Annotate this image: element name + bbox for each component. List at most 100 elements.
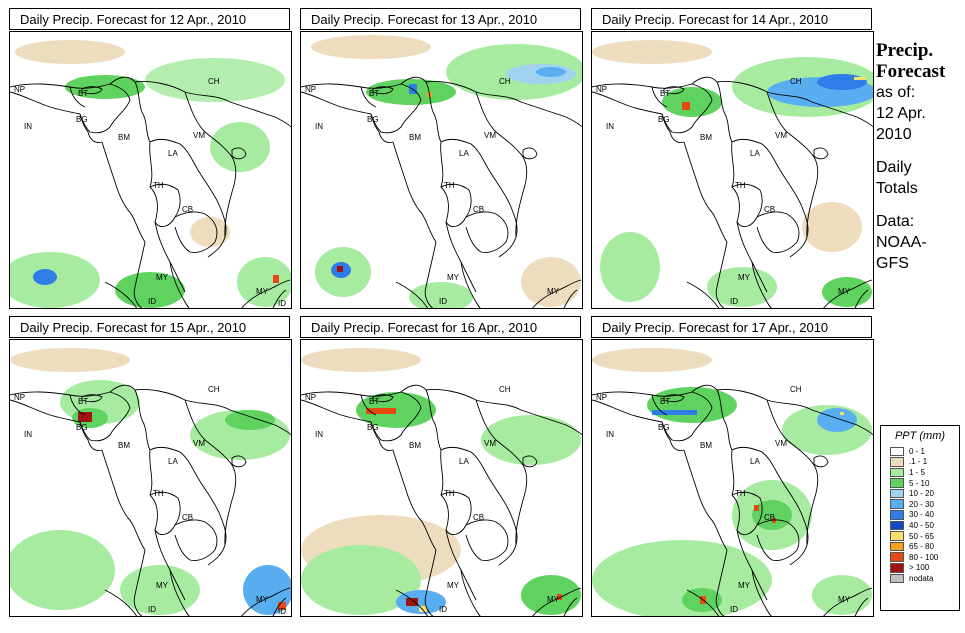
label-cb: CB bbox=[764, 205, 775, 214]
legend-swatch bbox=[890, 446, 904, 457]
label-vm: VM bbox=[775, 131, 787, 140]
label-cb: CB bbox=[182, 513, 193, 522]
panel-title: Daily Precip. Forecast for 15 Apr., 2010 bbox=[9, 316, 290, 338]
label-id: ID bbox=[439, 605, 447, 614]
label-bm: BM bbox=[118, 133, 130, 142]
label-np: NP bbox=[14, 85, 25, 94]
label-my-2: MY bbox=[256, 595, 269, 604]
label-la: LA bbox=[750, 149, 760, 158]
label-th: TH bbox=[735, 489, 746, 498]
label-vm: VM bbox=[193, 439, 205, 448]
label-vm: VM bbox=[775, 439, 787, 448]
legend-item: nodata bbox=[890, 573, 959, 584]
forecast-panel-17-apr: Daily Precip. Forecast for 17 Apr., 2010… bbox=[591, 316, 874, 617]
label-id-2: ID bbox=[278, 607, 286, 616]
legend-item: > 100 bbox=[890, 563, 959, 574]
panel-title: Daily Precip. Forecast for 13 Apr., 2010 bbox=[300, 8, 581, 30]
legend-label: 50 - 65 bbox=[909, 531, 934, 541]
precip-map: NP BT BG IN BM CH VM LA TH CB MY ID MY I… bbox=[9, 31, 292, 309]
label-bt: BT bbox=[78, 397, 88, 406]
precip-map: NP BT BG IN BM CH VM LA TH CB MY ID MY bbox=[300, 339, 583, 617]
legend-item: 40 - 50 bbox=[890, 520, 959, 531]
label-cb: CB bbox=[473, 513, 484, 522]
label-np: NP bbox=[305, 85, 316, 94]
legend-label: 1 - 5 bbox=[909, 467, 926, 477]
forecast-panel-16-apr: Daily Precip. Forecast for 16 Apr., 2010… bbox=[300, 316, 583, 617]
label-bg: BG bbox=[367, 115, 379, 124]
legend-item: 1 - 5 bbox=[890, 467, 959, 478]
label-ch: CH bbox=[790, 77, 802, 86]
label-cb: CB bbox=[182, 205, 193, 214]
label-th: TH bbox=[444, 489, 455, 498]
precip-map: NP BT BG IN BM CH VM LA TH CB MY ID MY bbox=[591, 339, 874, 617]
title-line-2: Forecast bbox=[876, 61, 946, 82]
panel-title: Daily Precip. Forecast for 14 Apr., 2010 bbox=[591, 8, 872, 30]
legend-label: 10 - 20 bbox=[909, 489, 934, 499]
legend-label: 40 - 50 bbox=[909, 520, 934, 530]
label-id: ID bbox=[730, 605, 738, 614]
data-label: Data: bbox=[876, 213, 915, 230]
legend-item: 65 - 80 bbox=[890, 541, 959, 552]
label-np: NP bbox=[14, 393, 25, 402]
legend-label: 20 - 30 bbox=[909, 499, 934, 509]
totals-label: Totals bbox=[876, 180, 918, 197]
forecast-panel-13-apr: Daily Precip. Forecast for 13 Apr., 2010… bbox=[300, 8, 583, 309]
label-la: LA bbox=[459, 457, 469, 466]
label-cb: CB bbox=[764, 513, 775, 522]
legend-label: 5 - 10 bbox=[909, 478, 930, 488]
label-in: IN bbox=[606, 122, 614, 131]
legend-label: > 100 bbox=[909, 563, 930, 573]
label-th: TH bbox=[153, 489, 164, 498]
label-id-2: ID bbox=[278, 299, 286, 308]
label-bm: BM bbox=[700, 441, 712, 450]
panel-title: Daily Precip. Forecast for 12 Apr., 2010 bbox=[9, 8, 290, 30]
label-la: LA bbox=[459, 149, 469, 158]
legend-label: 0 - 1 bbox=[909, 446, 926, 456]
forecast-panel-15-apr: Daily Precip. Forecast for 15 Apr., 2010… bbox=[9, 316, 292, 617]
legend-swatch bbox=[890, 467, 904, 478]
data-source-1: NOAA- bbox=[876, 234, 927, 251]
label-cb: CB bbox=[473, 205, 484, 214]
label-my: MY bbox=[447, 273, 460, 282]
label-bg: BG bbox=[76, 115, 88, 124]
asof-date: 12 Apr. bbox=[876, 105, 926, 122]
label-np: NP bbox=[305, 393, 316, 402]
precip-map: NP BT BG IN BM CH VM LA TH CB MY ID MY I… bbox=[9, 339, 292, 617]
label-vm: VM bbox=[484, 131, 496, 140]
label-np: NP bbox=[596, 85, 607, 94]
legend-label: .1 - 1 bbox=[909, 457, 928, 467]
label-in: IN bbox=[24, 430, 32, 439]
label-la: LA bbox=[168, 457, 178, 466]
legend-swatch bbox=[890, 510, 904, 520]
label-th: TH bbox=[153, 181, 164, 190]
daily-label: Daily bbox=[876, 159, 912, 176]
label-my-2: MY bbox=[547, 595, 560, 604]
label-id: ID bbox=[148, 605, 156, 614]
label-bt: BT bbox=[660, 397, 670, 406]
panel-title: Daily Precip. Forecast for 16 Apr., 2010 bbox=[300, 316, 581, 338]
legend-swatch bbox=[890, 457, 904, 467]
label-my-2: MY bbox=[838, 595, 851, 604]
legend-item: 50 - 65 bbox=[890, 531, 959, 542]
legend-swatch bbox=[890, 531, 904, 541]
label-my-2: MY bbox=[838, 287, 851, 296]
legend-swatch bbox=[890, 541, 904, 552]
precip-map: NP BT BG IN BM CH VM LA TH CB MY ID MY bbox=[591, 31, 874, 309]
label-np: NP bbox=[596, 393, 607, 402]
label-bg: BG bbox=[367, 423, 379, 432]
legend-label: nodata bbox=[909, 573, 934, 583]
label-my: MY bbox=[447, 581, 460, 590]
label-bt: BT bbox=[369, 397, 379, 406]
label-bg: BG bbox=[76, 423, 88, 432]
label-bt: BT bbox=[660, 89, 670, 98]
label-id: ID bbox=[148, 297, 156, 306]
legend-swatch bbox=[890, 552, 904, 563]
legend-swatch bbox=[890, 488, 904, 499]
label-th: TH bbox=[444, 181, 455, 190]
label-my: MY bbox=[156, 581, 169, 590]
legend-item: 30 - 40 bbox=[890, 510, 959, 521]
label-my: MY bbox=[156, 273, 169, 282]
asof-label: as of: bbox=[876, 84, 916, 101]
label-la: LA bbox=[750, 457, 760, 466]
